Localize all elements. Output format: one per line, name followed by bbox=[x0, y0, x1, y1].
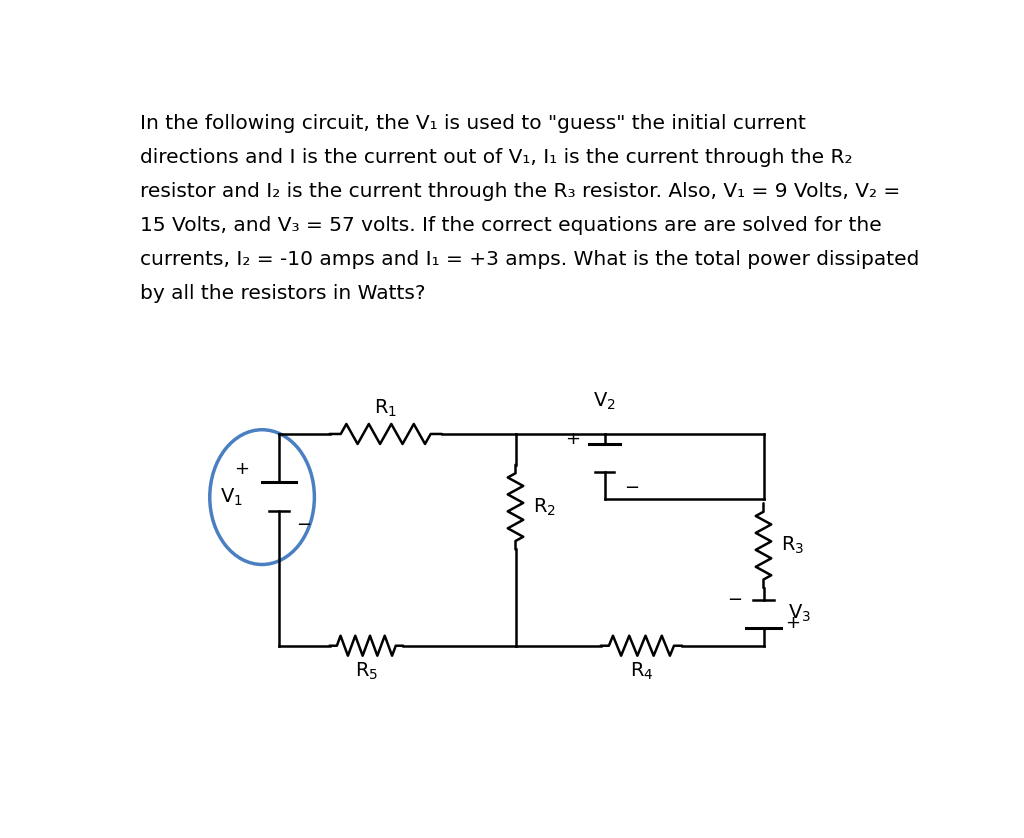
Text: R$_3$: R$_3$ bbox=[780, 535, 804, 556]
Text: +: + bbox=[234, 459, 250, 478]
Text: resistor and I₂ is the current through the R₃ resistor. Also, V₁ = 9 Volts, V₂ =: resistor and I₂ is the current through t… bbox=[139, 182, 900, 201]
Text: In the following circuit, the V₁ is used to "guess" the initial current: In the following circuit, the V₁ is used… bbox=[139, 115, 806, 133]
Text: currents, I₂ = -10 amps and I₁ = +3 amps. What is the total power dissipated: currents, I₂ = -10 amps and I₁ = +3 amps… bbox=[139, 250, 919, 269]
Text: R$_2$: R$_2$ bbox=[532, 496, 556, 518]
Text: +: + bbox=[565, 431, 580, 448]
Text: by all the resistors in Watts?: by all the resistors in Watts? bbox=[139, 284, 425, 303]
Text: V$_3$: V$_3$ bbox=[788, 603, 811, 624]
Text: 15 Volts, and V₃ = 57 volts. If the correct equations are are solved for the: 15 Volts, and V₃ = 57 volts. If the corr… bbox=[139, 216, 882, 235]
Text: R$_1$: R$_1$ bbox=[374, 397, 397, 418]
Text: V$_1$: V$_1$ bbox=[219, 487, 243, 508]
Text: R$_5$: R$_5$ bbox=[354, 661, 378, 682]
Text: −: − bbox=[296, 516, 311, 534]
Text: directions and I is the current out of V₁, I₁ is the current through the R₂: directions and I is the current out of V… bbox=[139, 148, 852, 168]
Text: V$_2$: V$_2$ bbox=[593, 391, 616, 412]
Text: −: − bbox=[624, 478, 639, 497]
Text: R$_4$: R$_4$ bbox=[630, 661, 653, 682]
Text: +: + bbox=[785, 614, 800, 633]
Text: −: − bbox=[727, 591, 741, 608]
